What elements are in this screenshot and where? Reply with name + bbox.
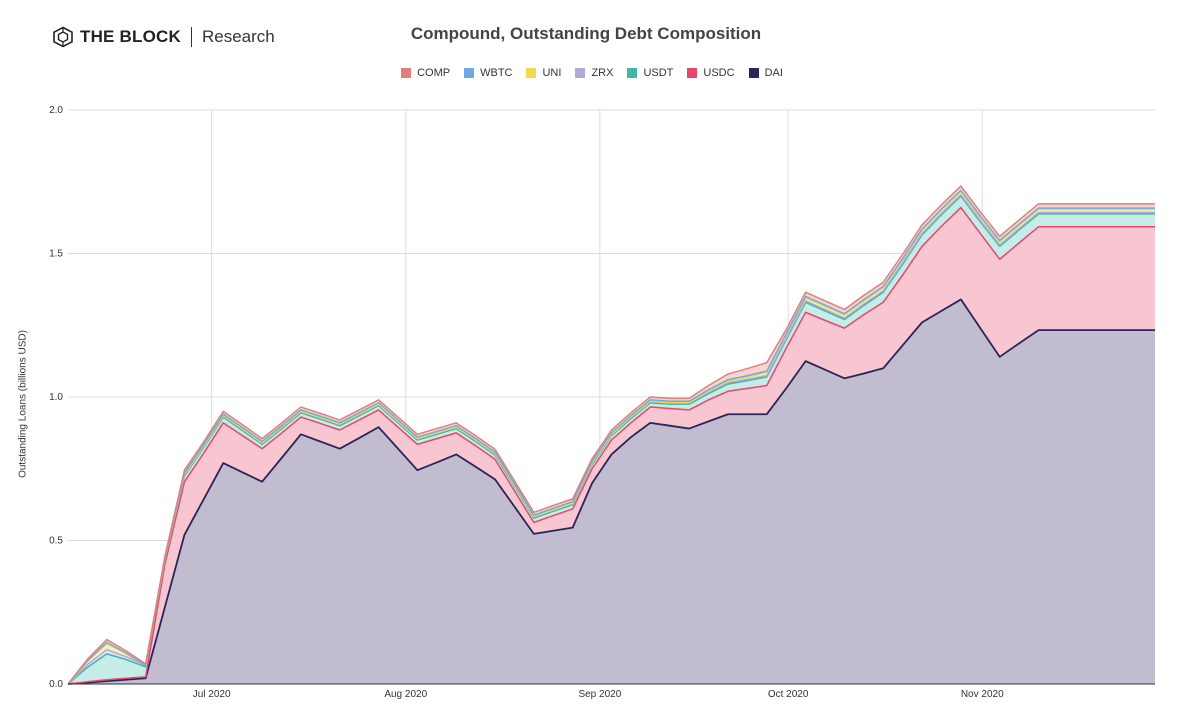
area-dai [68,299,1155,684]
chart-legend: COMP WBTC UNI ZRX USDT USDC DAI [0,67,1184,79]
x-tick-label: Aug 2020 [384,689,427,700]
y-tick-label: 2.0 [49,105,63,116]
legend-item-usdt[interactable]: USDT [627,67,673,79]
brand-name: THE BLOCK [80,27,181,46]
brand-subtitle: Research [201,27,275,46]
legend-label: ZRX [591,67,614,79]
legend-label: DAI [764,67,783,79]
line-usdc [67,206,1155,685]
legend-item-zrx[interactable]: ZRX [575,67,613,79]
area-usdc [68,207,1155,684]
brand-logo: THE BLOCK Research [52,26,275,48]
line-usdt [67,195,1155,685]
chart-title-wrap: Compound, Outstanding Debt Composition [0,24,1184,44]
legend-label: COMP [417,67,451,79]
legend-item-uni[interactable]: UNI [526,67,561,79]
y-tick-label: 0.5 [49,536,63,547]
chart-title: Compound, Outstanding Debt Composition [410,24,762,43]
x-tick-label: Jul 2020 [193,689,231,700]
line-dai [67,298,1155,685]
line-uni [67,191,1155,685]
brand-divider [190,27,192,47]
x-tick-label: Oct 2020 [768,689,809,700]
y-tick-label: 1.0 [49,392,63,403]
line-comp [67,185,1155,685]
legend-label: WBTC [480,67,513,79]
legend-item-usdc[interactable]: USDC [687,67,735,79]
line-wbtc [67,189,1155,685]
legend-label: USDC [703,67,735,79]
legend-swatch [687,68,698,78]
y-tick-label: 0.0 [49,679,63,690]
legend-swatch [464,68,475,78]
legend-swatch [401,68,412,78]
legend-swatch [748,68,759,78]
legend-item-comp[interactable]: COMP [401,67,450,79]
legend-swatch [627,68,638,78]
legend-label: USDT [643,67,674,79]
legend-label: UNI [542,67,562,79]
legend-swatch [575,68,586,78]
legend-swatch [526,68,537,78]
x-tick-label: Sep 2020 [578,689,621,700]
legend-item-wbtc[interactable]: WBTC [464,67,512,79]
x-tick-label: Nov 2020 [961,689,1004,700]
block-logo-icon [53,26,73,48]
y-tick-label: 1.5 [49,249,63,260]
legend-item-dai[interactable]: DAI [748,67,783,79]
